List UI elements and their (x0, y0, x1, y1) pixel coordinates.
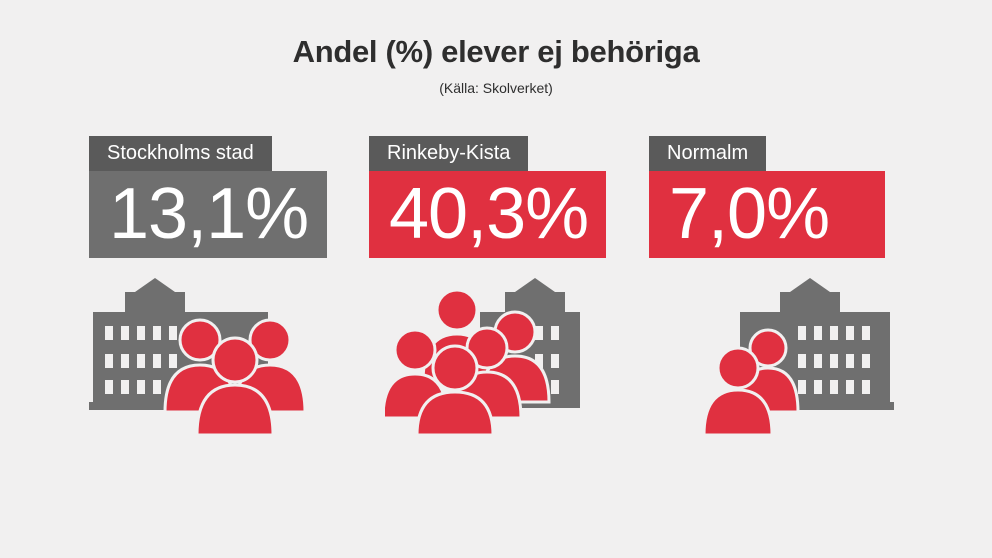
people-group-icon (163, 318, 307, 437)
people-group-icon (702, 328, 800, 437)
school-with-students-illustration (385, 278, 580, 437)
percentage-value: 13,1% (89, 171, 327, 258)
school-with-students-illustration (89, 278, 307, 437)
stat-card-normalm: Normalm 7,0% (649, 136, 885, 258)
stat-card-rinkeby-kista: Rinkeby-Kista 40,3% (369, 136, 606, 258)
area-label: Stockholms stad (89, 136, 272, 171)
source-note: (Källa: Skolverket) (439, 80, 553, 96)
percentage-value: 40,3% (369, 171, 606, 258)
people-group-icon (385, 288, 551, 437)
stat-card-stockholm: Stockholms stad 13,1% (89, 136, 327, 258)
percentage-value: 7,0% (649, 171, 885, 258)
area-label: Normalm (649, 136, 767, 171)
school-with-students-illustration (702, 278, 894, 437)
page-title: Andel (%) elever ej behöriga (292, 34, 700, 69)
area-label: Rinkeby-Kista (369, 136, 529, 171)
